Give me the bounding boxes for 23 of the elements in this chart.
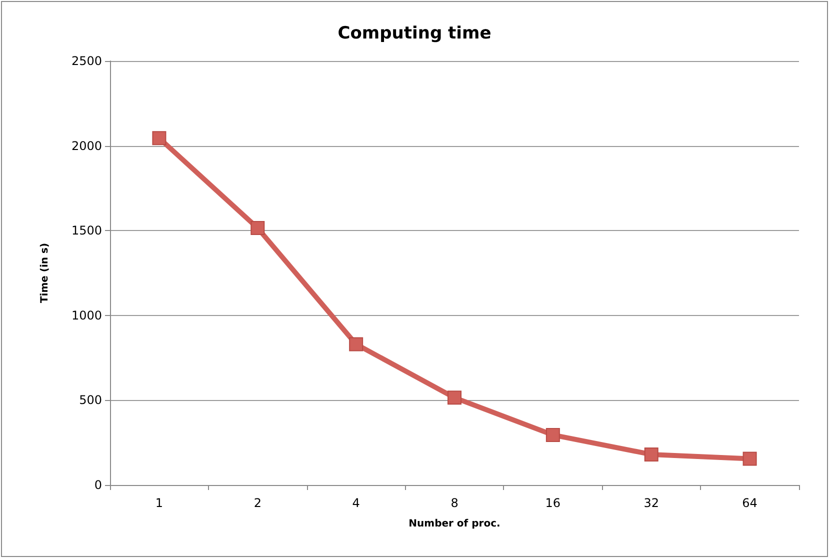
point bbox=[152, 131, 166, 146]
x-tick-label: 1 bbox=[155, 496, 164, 510]
point bbox=[349, 337, 364, 352]
point bbox=[546, 428, 560, 442]
point bbox=[250, 221, 265, 236]
y-tick-label: 0 bbox=[94, 478, 102, 492]
point bbox=[448, 390, 462, 405]
y-tick-label: 1000 bbox=[71, 308, 102, 322]
point bbox=[644, 447, 658, 462]
y-tick-label: 500 bbox=[79, 393, 102, 408]
y-tick-label: 2500 bbox=[71, 54, 102, 68]
x-tick-label: 8 bbox=[450, 496, 458, 510]
x-tick-label: 4 bbox=[352, 496, 360, 510]
x-tick-label: 16 bbox=[545, 496, 561, 510]
x-tick-label: 2 bbox=[254, 496, 262, 510]
chart-title: Computing time bbox=[338, 24, 492, 44]
y-tick-label: 1500 bbox=[71, 224, 102, 238]
point bbox=[742, 452, 757, 466]
x-tick-label: 64 bbox=[742, 496, 758, 510]
y-tick-label: 2000 bbox=[71, 138, 102, 153]
x-tick-label: 32 bbox=[644, 496, 659, 510]
y-axis-title: Time (in s) bbox=[40, 242, 50, 304]
x-axis-title: Number of proc. bbox=[408, 518, 500, 530]
